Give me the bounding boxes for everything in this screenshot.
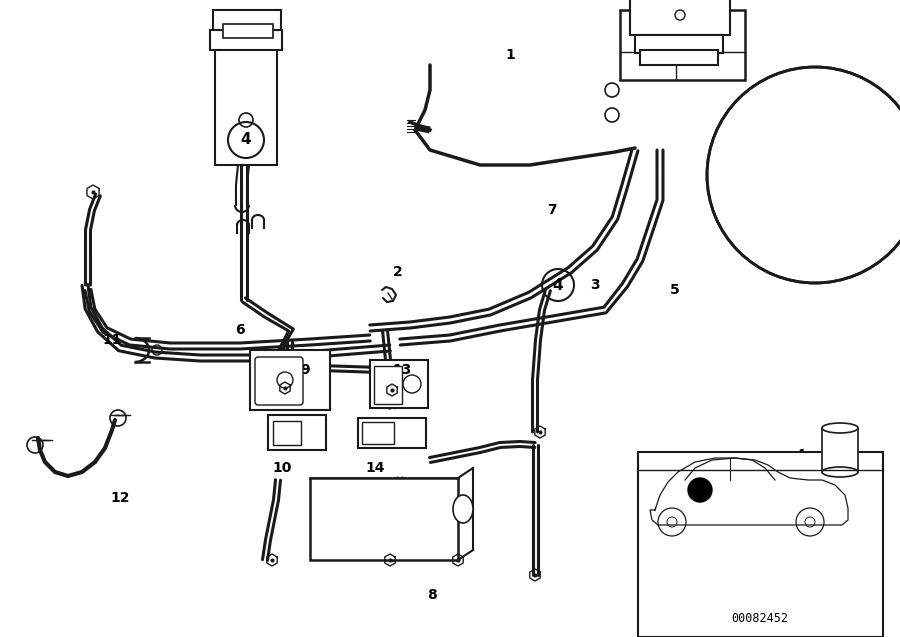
Bar [223,24,273,38]
Text: 4: 4 [795,448,805,462]
Ellipse shape [822,423,858,433]
Text: 12: 12 [110,491,130,505]
Bar [358,418,426,448]
Circle shape [707,67,900,283]
Text: 9: 9 [301,363,310,377]
Text: 6: 6 [235,323,245,337]
Bar [635,35,723,53]
Text: 4: 4 [553,278,563,292]
Bar [638,452,883,637]
Text: 00082452: 00082452 [732,612,788,625]
Text: 10: 10 [273,461,292,475]
Bar [630,0,730,35]
Bar [620,10,745,80]
Bar [273,421,301,445]
Text: 3: 3 [590,278,599,292]
Bar [310,478,458,560]
Bar [250,350,330,410]
Bar [640,50,718,65]
Text: 4: 4 [240,132,251,148]
Ellipse shape [453,495,473,523]
Bar [370,360,428,408]
FancyBboxPatch shape [255,357,303,405]
Text: 1: 1 [505,48,515,62]
Text: 8: 8 [428,588,436,602]
Text: 11: 11 [103,333,122,347]
Bar [213,10,281,30]
Bar [268,415,326,450]
Text: 2: 2 [393,265,403,279]
Bar [362,422,394,444]
Bar [822,428,858,472]
Ellipse shape [822,467,858,477]
Text: 5: 5 [670,283,680,297]
Bar [215,30,277,165]
Text: 7: 7 [547,203,557,217]
Text: 14: 14 [365,461,385,475]
Bar [374,366,402,404]
Text: 13: 13 [392,363,411,377]
Bar [210,30,282,50]
Circle shape [688,478,712,502]
